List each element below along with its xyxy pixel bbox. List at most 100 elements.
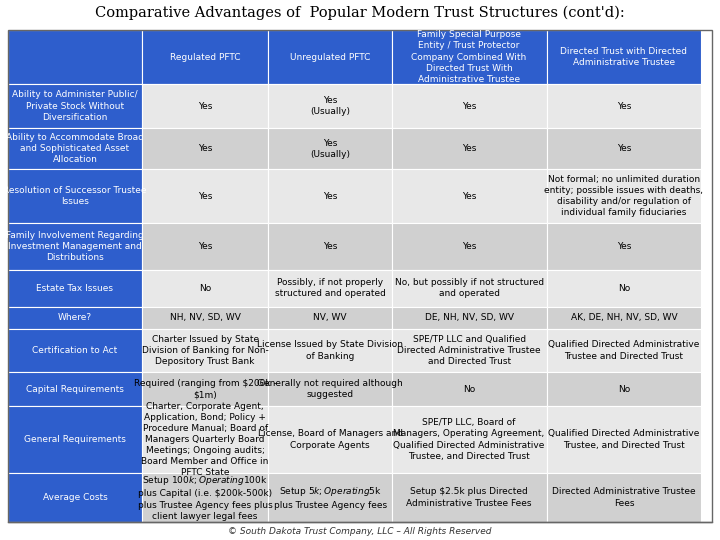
Text: Ability to Administer Public/
Private Stock Without
Diversification: Ability to Administer Public/ Private St… xyxy=(12,90,138,122)
Bar xyxy=(392,307,546,329)
Bar xyxy=(392,270,546,307)
Text: Certification to Act: Certification to Act xyxy=(32,346,117,355)
Text: No: No xyxy=(618,284,630,293)
Bar xyxy=(269,128,392,169)
Text: Yes: Yes xyxy=(198,144,212,153)
Bar xyxy=(8,329,142,373)
Bar xyxy=(269,373,392,406)
Text: License, Board of Managers and
Corporate Agents: License, Board of Managers and Corporate… xyxy=(258,429,402,449)
Bar xyxy=(546,473,701,522)
Bar xyxy=(8,307,142,329)
Bar xyxy=(392,406,546,473)
Bar xyxy=(8,406,142,473)
Text: Yes: Yes xyxy=(462,144,477,153)
Text: Family Involvement Regarding
Investment Management and
Distributions: Family Involvement Regarding Investment … xyxy=(6,231,144,262)
Text: Yes: Yes xyxy=(617,144,631,153)
Text: Qualified Directed Administrative
Trustee, and Directed Trust: Qualified Directed Administrative Truste… xyxy=(549,429,700,449)
Bar xyxy=(392,169,546,224)
Text: No: No xyxy=(463,384,475,394)
Text: Regulated PFTC: Regulated PFTC xyxy=(170,52,240,62)
Bar xyxy=(546,329,701,373)
Text: Yes: Yes xyxy=(323,192,337,201)
Bar xyxy=(8,473,142,522)
Bar xyxy=(8,373,142,406)
Bar xyxy=(392,373,546,406)
Text: Directed Trust with Directed
Administrative Trustee: Directed Trust with Directed Administrat… xyxy=(560,47,688,67)
Bar xyxy=(546,169,701,224)
Bar xyxy=(269,473,392,522)
Bar xyxy=(546,270,701,307)
Bar xyxy=(8,169,142,224)
Text: Yes: Yes xyxy=(198,192,212,201)
Text: Setup $100k; Operating $100k
plus Capital (i.e. $200k-500k)
plus Trustee Agency : Setup $100k; Operating $100k plus Capita… xyxy=(138,474,272,521)
Bar xyxy=(8,84,142,128)
Bar xyxy=(8,270,142,307)
Text: AK, DE, NH, NV, SD, WV: AK, DE, NH, NV, SD, WV xyxy=(571,313,678,322)
Text: Yes: Yes xyxy=(323,242,337,251)
Bar xyxy=(142,329,269,373)
Text: No, but possibly if not structured
and operated: No, but possibly if not structured and o… xyxy=(395,278,544,299)
Text: Unregulated PFTC: Unregulated PFTC xyxy=(290,52,370,62)
Bar xyxy=(269,270,392,307)
Text: Resolution of Successor Trustee
Issues: Resolution of Successor Trustee Issues xyxy=(3,186,147,206)
Text: SPE/TP LLC, Board of
Managers, Operating Agreement,
Qualified Directed Administr: SPE/TP LLC, Board of Managers, Operating… xyxy=(393,418,545,461)
Text: Required (ranging from $200k -
$1m): Required (ranging from $200k - $1m) xyxy=(134,379,276,399)
Text: No: No xyxy=(618,384,630,394)
Text: Family Special Purpose
Entity / Trust Protector
Company Combined With
Directed T: Family Special Purpose Entity / Trust Pr… xyxy=(412,30,527,84)
Text: NH, NV, SD, WV: NH, NV, SD, WV xyxy=(170,313,240,322)
Text: General Requirements: General Requirements xyxy=(24,435,126,444)
Text: NV, WV: NV, WV xyxy=(313,313,347,322)
Bar xyxy=(392,128,546,169)
Bar xyxy=(546,84,701,128)
Bar xyxy=(546,128,701,169)
Text: Qualified Directed Administrative
Trustee and Directed Trust: Qualified Directed Administrative Truste… xyxy=(549,340,700,361)
Bar xyxy=(392,84,546,128)
Text: License Issued by State Division
of Banking: License Issued by State Division of Bank… xyxy=(257,340,403,361)
Text: Yes: Yes xyxy=(462,102,477,111)
Bar xyxy=(546,373,701,406)
Text: Charter Issued by State
Division of Banking for Non-
Depository Trust Bank: Charter Issued by State Division of Bank… xyxy=(142,335,269,366)
Text: Ability to Accommodate Broad
and Sophisticated Asset
Allocation: Ability to Accommodate Broad and Sophist… xyxy=(6,133,144,164)
Text: Not formal; no unlimited duration
entity; possible issues with deaths,
disabilit: Not formal; no unlimited duration entity… xyxy=(544,175,703,218)
Bar xyxy=(142,30,269,84)
Text: Charter, Corporate Agent,
Application, Bond; Policy +
Procedure Manual; Board of: Charter, Corporate Agent, Application, B… xyxy=(141,402,269,477)
Text: Average Costs: Average Costs xyxy=(42,493,107,502)
Text: Yes: Yes xyxy=(617,242,631,251)
Bar xyxy=(546,406,701,473)
Text: Estate Tax Issues: Estate Tax Issues xyxy=(37,284,113,293)
Bar xyxy=(546,307,701,329)
Bar xyxy=(142,224,269,270)
Bar xyxy=(269,84,392,128)
Bar xyxy=(392,329,546,373)
Text: SPE/TP LLC and Qualified
Directed Administrative Trustee
and Directed Trust: SPE/TP LLC and Qualified Directed Admini… xyxy=(397,335,541,366)
Text: Yes: Yes xyxy=(198,242,212,251)
Text: No: No xyxy=(199,284,211,293)
Text: Yes: Yes xyxy=(462,192,477,201)
Bar xyxy=(8,30,142,84)
Text: Yes: Yes xyxy=(617,102,631,111)
Text: Yes
(Usually): Yes (Usually) xyxy=(310,139,350,159)
Bar xyxy=(8,224,142,270)
Bar xyxy=(142,307,269,329)
Text: Capital Requirements: Capital Requirements xyxy=(26,384,124,394)
Bar xyxy=(269,307,392,329)
Bar xyxy=(546,30,701,84)
Bar xyxy=(142,373,269,406)
Bar xyxy=(142,406,269,473)
Bar xyxy=(269,406,392,473)
Text: Yes: Yes xyxy=(462,242,477,251)
Text: DE, NH, NV, SD, WV: DE, NH, NV, SD, WV xyxy=(425,313,513,322)
Text: Where?: Where? xyxy=(58,313,92,322)
Bar xyxy=(392,224,546,270)
Text: Setup $2.5k plus Directed
Administrative Trustee Fees: Setup $2.5k plus Directed Administrative… xyxy=(406,488,532,508)
Text: © South Dakota Trust Company, LLC – All Rights Reserved: © South Dakota Trust Company, LLC – All … xyxy=(228,528,492,537)
Text: Possibly, if not properly
structured and operated: Possibly, if not properly structured and… xyxy=(274,278,385,299)
Bar xyxy=(269,30,392,84)
Bar xyxy=(8,128,142,169)
Bar xyxy=(269,329,392,373)
Bar xyxy=(546,224,701,270)
Bar xyxy=(142,128,269,169)
Text: Yes: Yes xyxy=(198,102,212,111)
Text: Setup $5k; Operating $5k
plus Trustee Agency fees: Setup $5k; Operating $5k plus Trustee Ag… xyxy=(274,485,387,510)
Text: Comparative Advantages of  Popular Modern Trust Structures (cont'd):: Comparative Advantages of Popular Modern… xyxy=(95,5,625,20)
